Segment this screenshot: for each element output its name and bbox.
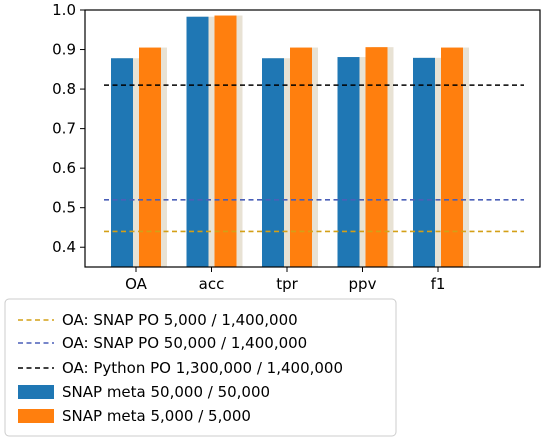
y-tick-label: 0.4	[52, 238, 76, 256]
plot-frame	[84, 9, 541, 268]
x-tick-label: tpr	[276, 275, 298, 293]
bar-OA-series-2	[139, 47, 161, 267]
bar-f1-series-2	[441, 47, 463, 267]
legend-frame	[4, 298, 397, 437]
y-tick-label: 0.8	[52, 80, 76, 98]
legend-label-series-2: SNAP meta 5,000 / 5,000	[62, 407, 251, 425]
x-tick-label: f1	[431, 275, 446, 293]
bar-acc-series-1	[186, 16, 209, 267]
bar-tpr-series-2	[290, 47, 312, 267]
reference-lines-group	[104, 84, 524, 233]
legend-label-series-1: SNAP meta 50,000 / 50,000	[62, 383, 270, 401]
legend-label-ref-2: OA: SNAP PO 50,000 / 1,400,000	[62, 334, 307, 352]
x-axis: OA acc tpr ppv f1	[125, 267, 445, 293]
y-tick-label: 0.5	[52, 199, 76, 217]
legend: OA: SNAP PO 5,000 / 1,400,000 OA: SNAP P…	[4, 298, 397, 437]
legend-swatch-series-1	[18, 385, 54, 399]
bar-OA-series-1	[111, 58, 133, 267]
bar-acc-series-2	[214, 15, 237, 267]
bar-ppv-series-1	[337, 57, 360, 268]
legend-label-ref-1: OA: SNAP PO 5,000 / 1,400,000	[62, 311, 298, 329]
bar-ppv-series-2	[365, 47, 388, 267]
x-tick-label: OA	[125, 275, 148, 293]
bars-group	[111, 15, 469, 268]
bar-f1-series-1	[413, 57, 435, 267]
legend-swatch-series-2	[18, 409, 54, 423]
y-tick-label: 0.6	[52, 159, 76, 177]
legend-label-ref-3: OA: Python PO 1,300,000 / 1,400,000	[62, 359, 343, 377]
y-tick-label: 0.9	[52, 41, 76, 59]
x-tick-label: acc	[199, 275, 225, 293]
y-tick-label: 0.7	[52, 120, 76, 138]
x-tick-label: ppv	[349, 275, 377, 293]
bar-tpr-series-1	[262, 58, 284, 267]
y-axis: 0.4 0.5 0.6 0.7 0.8 0.9 1.0	[52, 1, 85, 256]
y-tick-label: 1.0	[52, 1, 76, 19]
